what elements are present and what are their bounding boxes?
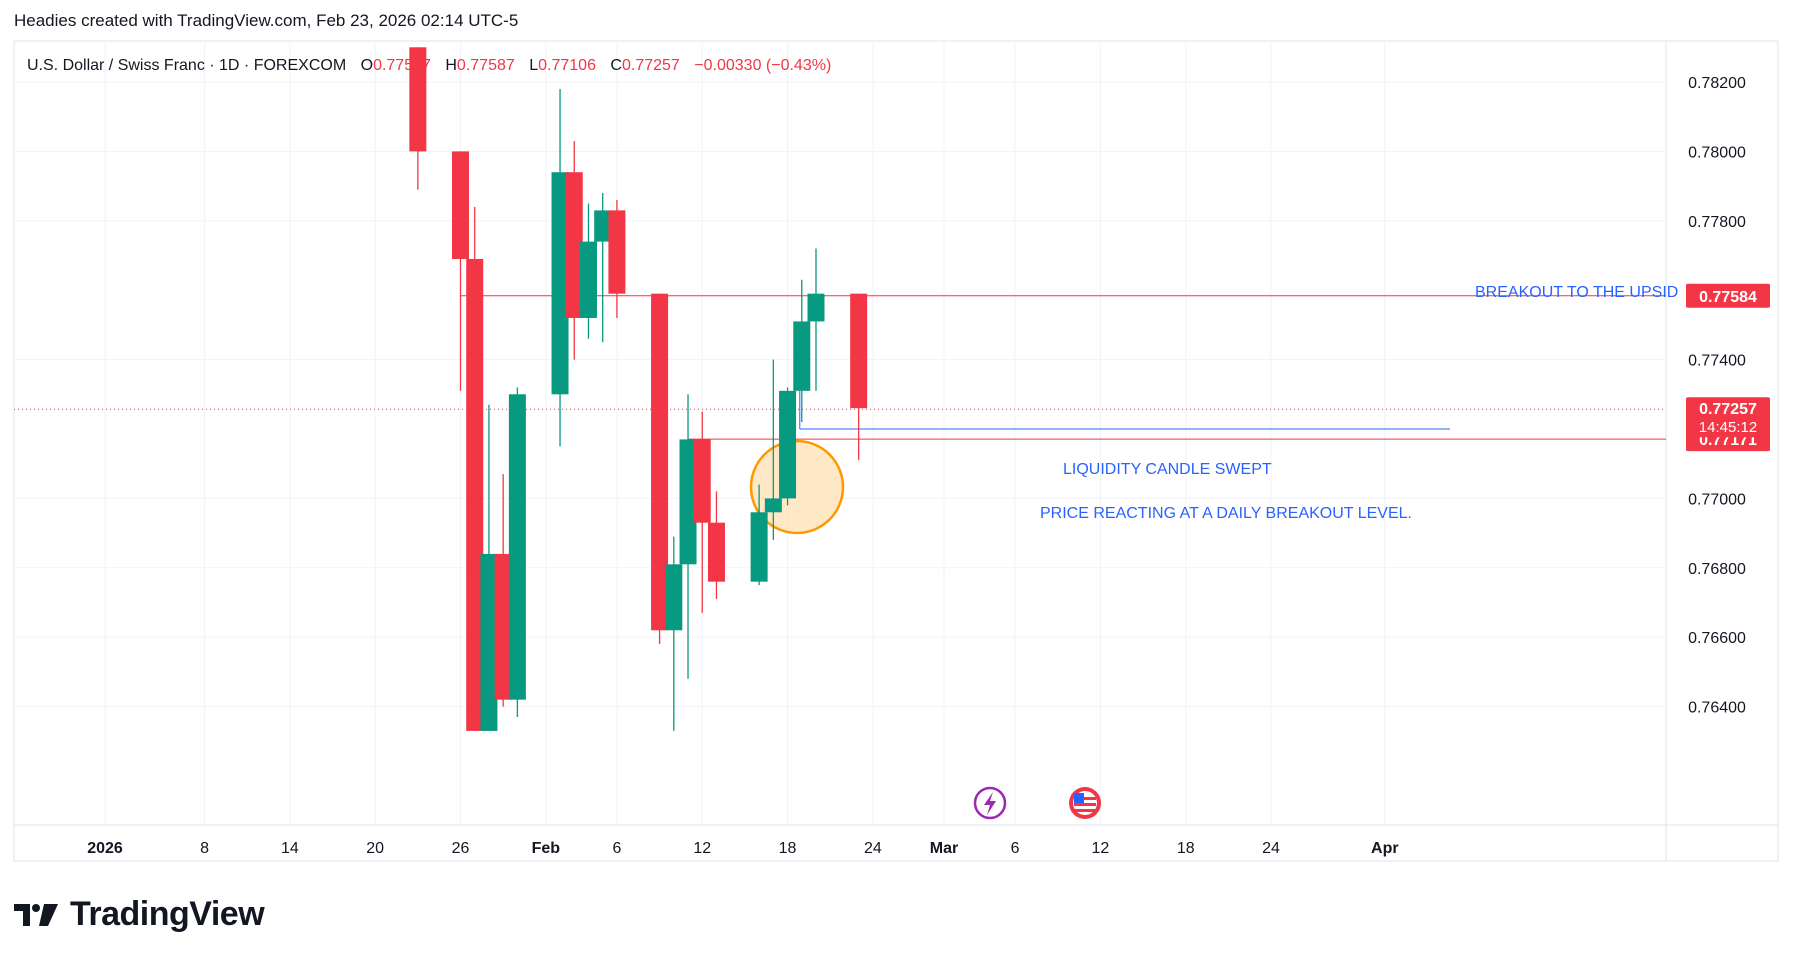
- y-tick-label: 0.77800: [1688, 214, 1746, 231]
- x-tick-label: 6: [1011, 840, 1020, 857]
- x-tick-label: Mar: [930, 840, 958, 857]
- candle-up[interactable]: [807, 293, 825, 322]
- x-tick-label: 18: [1177, 840, 1195, 857]
- candle-up[interactable]: [750, 512, 768, 582]
- candle-down[interactable]: [494, 553, 512, 700]
- candle-up[interactable]: [793, 321, 811, 391]
- created-text: Headies created with TradingView.com, Fe…: [14, 11, 519, 30]
- annotation-breakout[interactable]: BREAKOUT TO THE UPSID: [1475, 284, 1678, 301]
- candle-down[interactable]: [565, 172, 583, 318]
- candle-up[interactable]: [480, 553, 498, 731]
- candle-up[interactable]: [579, 241, 597, 318]
- y-tick-label: 0.77400: [1688, 353, 1746, 370]
- x-tick-label: 8: [200, 840, 209, 857]
- legend-c-value: 0.77257: [622, 57, 680, 74]
- y-tick-label: 0.76800: [1688, 561, 1746, 578]
- candle-up[interactable]: [665, 564, 683, 631]
- legend-o-value: 0.77587: [373, 57, 431, 74]
- candle-down[interactable]: [850, 293, 868, 409]
- tradingview-logo-icon: [14, 903, 58, 926]
- axes-layer: 0.78200 0.78000 0.77800 0.77400 0.77000 0.768…: [87, 75, 1770, 857]
- tradingview-brand: TradingView: [70, 895, 265, 933]
- candle-up[interactable]: [679, 439, 697, 565]
- x-tick-label: 24: [1262, 840, 1280, 857]
- candle-up[interactable]: [764, 498, 782, 513]
- candle-down[interactable]: [409, 47, 427, 152]
- legend-h-value: 0.77587: [457, 57, 515, 74]
- x-tick-label: Feb: [532, 840, 561, 857]
- grid-layer: [14, 41, 1666, 825]
- last-price-text: 0.77257: [1699, 401, 1757, 418]
- candle-up[interactable]: [594, 210, 612, 242]
- legend-symbol: U.S. Dollar / Swiss Franc · 1D · FOREXCO…: [27, 57, 346, 74]
- legend-o-label: O: [361, 57, 373, 74]
- candle-down[interactable]: [452, 151, 469, 259]
- candle-down[interactable]: [707, 522, 725, 582]
- y-tick-label: 0.77000: [1688, 491, 1746, 508]
- candles-layer: [409, 47, 868, 731]
- ohlc-legend: U.S. Dollar / Swiss Franc · 1D · FOREXCO…: [27, 57, 831, 74]
- candle-down[interactable]: [608, 210, 626, 294]
- x-tick-label: 14: [281, 840, 299, 857]
- candle-up[interactable]: [779, 390, 797, 499]
- flash-event-icon[interactable]: [973, 786, 1007, 820]
- x-tick-label: 18: [779, 840, 797, 857]
- x-tick-label: 20: [366, 840, 384, 857]
- legend-c-label: C: [610, 57, 622, 74]
- x-tick-label: 6: [612, 840, 621, 857]
- us-flag-event-icon[interactable]: [1069, 787, 1101, 819]
- breakout-price-label-text: 0.77584: [1699, 289, 1757, 306]
- chart-frame: [13, 40, 1779, 862]
- legend-l-value: 0.77106: [538, 57, 596, 74]
- legend-change: −0.00330 (−0.43%): [694, 57, 831, 74]
- price-lines-layer: [14, 295, 1666, 440]
- x-tick-label: 24: [864, 840, 882, 857]
- y-tick-label: 0.78000: [1688, 144, 1746, 161]
- x-tick-label: 12: [693, 840, 711, 857]
- x-tick-label: Apr: [1371, 840, 1399, 857]
- annotation-liquidity[interactable]: LIQUIDITY CANDLE SWEPT: [1063, 461, 1272, 478]
- legend-l-label: L: [529, 57, 538, 74]
- x-tick-label: 26: [452, 840, 470, 857]
- y-tick-label: 0.76600: [1688, 630, 1746, 647]
- x-tick-label: 12: [1092, 840, 1110, 857]
- candle-up[interactable]: [551, 172, 569, 395]
- candle-down[interactable]: [466, 258, 484, 731]
- chart-header: Headies created with TradingView.com, Fe…: [14, 11, 518, 31]
- legend-h-label: H: [445, 57, 457, 74]
- y-tick-label: 0.76400: [1688, 700, 1746, 717]
- y-tick-label: 0.78200: [1688, 75, 1746, 92]
- annotation-price-reacting[interactable]: PRICE REACTING AT A DAILY BREAKOUT LEVEL…: [1040, 505, 1412, 522]
- countdown-text: 14:45:12: [1699, 419, 1757, 436]
- candle-up[interactable]: [508, 394, 526, 700]
- candle-down[interactable]: [693, 439, 711, 523]
- tradingview-logo[interactable]: TradingView: [14, 895, 265, 934]
- breakout-price-label: 0.77584: [1686, 283, 1770, 308]
- candle-down[interactable]: [651, 293, 669, 631]
- x-tick-label: 2026: [87, 840, 123, 857]
